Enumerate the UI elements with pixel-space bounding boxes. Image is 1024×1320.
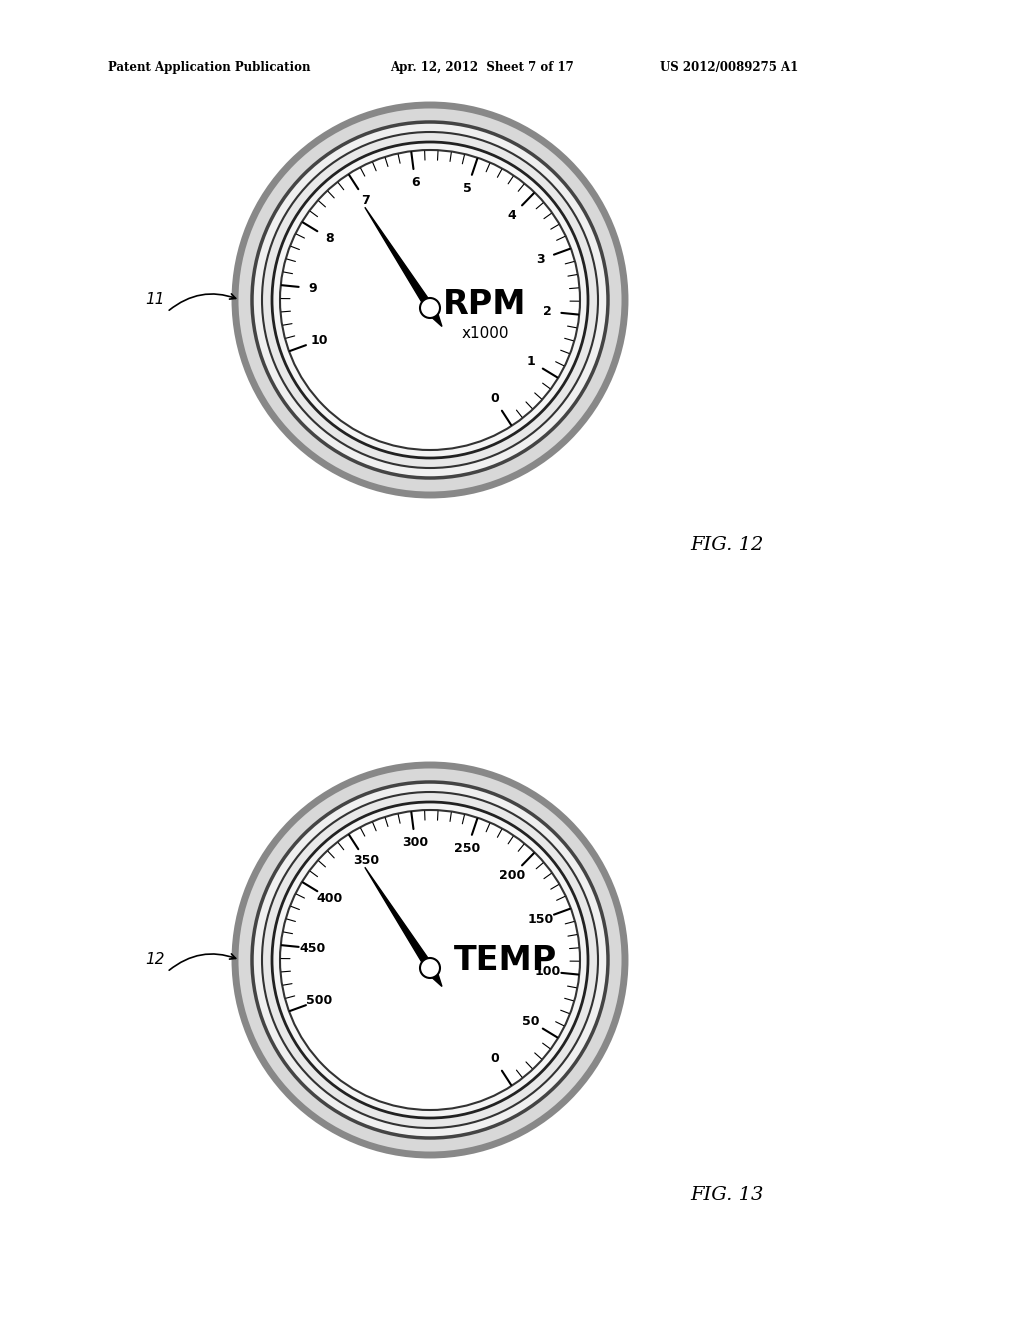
- Text: 100: 100: [535, 965, 560, 978]
- Text: 150: 150: [527, 913, 554, 925]
- Polygon shape: [365, 207, 433, 310]
- Text: FIG. 13: FIG. 13: [690, 1185, 763, 1204]
- Text: 300: 300: [402, 837, 428, 850]
- Ellipse shape: [280, 150, 580, 450]
- Text: 2: 2: [543, 305, 552, 318]
- Text: 250: 250: [455, 842, 480, 854]
- Text: FIG. 12: FIG. 12: [690, 536, 763, 554]
- Text: 1: 1: [526, 355, 536, 368]
- Text: RPM: RPM: [443, 289, 526, 322]
- Ellipse shape: [234, 766, 625, 1155]
- Ellipse shape: [420, 298, 440, 318]
- Ellipse shape: [420, 958, 440, 978]
- Text: 12: 12: [145, 953, 165, 968]
- Ellipse shape: [234, 106, 625, 495]
- Text: 500: 500: [306, 994, 332, 1007]
- Ellipse shape: [262, 132, 598, 469]
- Text: 0: 0: [489, 1052, 499, 1065]
- Text: TEMP: TEMP: [454, 944, 557, 977]
- Text: 0: 0: [489, 392, 499, 405]
- Polygon shape: [425, 305, 442, 326]
- Ellipse shape: [280, 810, 580, 1110]
- Text: 400: 400: [316, 892, 342, 906]
- Text: 350: 350: [353, 854, 379, 867]
- Ellipse shape: [252, 781, 608, 1138]
- Text: 9: 9: [308, 281, 316, 294]
- Ellipse shape: [272, 803, 588, 1118]
- Text: 6: 6: [411, 177, 420, 190]
- Text: 4: 4: [508, 209, 517, 222]
- FancyArrowPatch shape: [169, 294, 236, 310]
- Polygon shape: [425, 965, 442, 986]
- Text: 5: 5: [463, 182, 472, 194]
- Text: 7: 7: [361, 194, 371, 207]
- Ellipse shape: [262, 792, 598, 1129]
- Text: Patent Application Publication: Patent Application Publication: [108, 62, 310, 74]
- Text: 3: 3: [537, 253, 545, 265]
- Polygon shape: [365, 867, 433, 970]
- Text: 8: 8: [325, 232, 334, 246]
- Text: US 2012/0089275 A1: US 2012/0089275 A1: [660, 62, 799, 74]
- Ellipse shape: [272, 143, 588, 458]
- Text: 450: 450: [299, 941, 326, 954]
- Ellipse shape: [252, 121, 608, 478]
- Text: 10: 10: [310, 334, 328, 347]
- Text: 11: 11: [145, 293, 165, 308]
- Text: Apr. 12, 2012  Sheet 7 of 17: Apr. 12, 2012 Sheet 7 of 17: [390, 62, 573, 74]
- Text: 50: 50: [522, 1015, 540, 1028]
- Text: x1000: x1000: [461, 326, 509, 341]
- FancyArrowPatch shape: [169, 954, 236, 970]
- Text: 200: 200: [499, 869, 525, 882]
